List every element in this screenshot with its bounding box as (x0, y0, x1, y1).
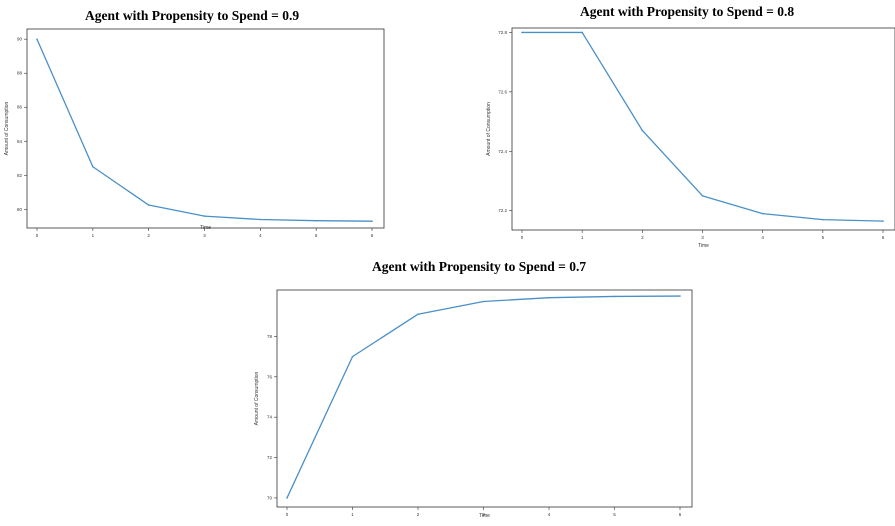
data-point (521, 31, 523, 34)
plot-frame (26, 28, 385, 229)
x-tick-label: 0 (36, 233, 39, 238)
y-tick-label: 72.2 (498, 208, 507, 213)
data-point (482, 300, 485, 303)
y-tick-label: 76 (267, 374, 273, 379)
data-point (36, 38, 38, 41)
y-tick-label: 72.4 (498, 149, 507, 154)
chart-svg: 0 1 2 3 4 5 6 80 82 84 86 88 90 Time Amount of Consump… (4, 28, 385, 238)
plot-frame (276, 289, 693, 508)
data-point (351, 355, 354, 358)
data-point (259, 218, 262, 221)
chart-title-1: Agent with Propensity to Spend = 0.9 (85, 8, 300, 23)
y-tick-label: 90 (17, 37, 23, 42)
data-point (147, 204, 150, 206)
x-tick-label: 1 (92, 233, 95, 238)
data-point (822, 218, 824, 221)
series-line (522, 31, 884, 222)
x-tick-label: 2 (147, 233, 150, 238)
data-point (613, 295, 616, 298)
x-tick-label: 1 (581, 235, 584, 240)
y-axis-label: Amount of Consumption (4, 101, 10, 155)
y-axis-label: Amount of Consumption (486, 102, 492, 156)
series-line (36, 38, 373, 222)
data-point (92, 165, 94, 168)
data-point (641, 129, 644, 132)
data-point (679, 295, 681, 297)
x-tick-label: 5 (822, 235, 825, 240)
y-tick-label: 78 (267, 334, 273, 339)
x-tick-label: 5 (315, 233, 318, 238)
x-tick-label: 4 (548, 512, 551, 517)
y-tick-label: 70 (267, 495, 273, 500)
x-tick-label: 3 (203, 233, 206, 238)
plot-frame (511, 27, 895, 231)
x-tick-label: 3 (482, 512, 485, 517)
data-point (417, 313, 419, 316)
data-point (286, 497, 288, 499)
data-point (761, 212, 764, 215)
chart-panel-2: 0 1 2 3 4 5 6 72.2 72.4 72.6 72.8 Time Amount of Con… (478, 25, 895, 256)
chart-title-3: Agent with Propensity to Spend = 0.7 (372, 259, 587, 274)
chart-svg: 0 1 2 3 4 5 6 72.2 72.4 72.6 72.8 Time Amount of Con… (486, 27, 895, 249)
data-point (203, 215, 206, 217)
x-axis-label: Time (698, 243, 709, 249)
data-point (701, 195, 704, 197)
x-tick-label: 0 (521, 235, 524, 240)
x-tick-label: 4 (761, 235, 764, 240)
y-tick-label: 72.8 (498, 30, 507, 35)
x-tick-label: 2 (417, 512, 420, 517)
chart-panel-1: 0 1 2 3 4 5 6 80 82 84 86 88 90 Time Amount of Consump… (0, 26, 400, 252)
y-tick-label: 86 (17, 105, 23, 110)
x-tick-label: 6 (679, 512, 682, 517)
y-axis-label: Amount of Consumption (254, 371, 260, 425)
x-tick-label: 0 (286, 512, 289, 517)
data-point (315, 219, 317, 222)
x-tick-label: 4 (259, 233, 262, 238)
x-tick-label: 1 (351, 512, 354, 517)
x-axis-label: Time (200, 225, 211, 231)
y-tick-label: 72.6 (498, 89, 507, 94)
chart-svg: 0 1 2 3 4 5 6 70 72 74 76 78 Time Amount of Consumpti… (254, 289, 693, 519)
y-tick-label: 84 (17, 139, 23, 144)
data-point (882, 220, 884, 222)
data-point (581, 31, 583, 34)
series-line (286, 295, 681, 499)
chart-title-2: Agent with Propensity to Spend = 0.8 (580, 4, 795, 19)
data-point (371, 220, 373, 222)
x-tick-label: 6 (882, 235, 885, 240)
x-tick-label: 3 (701, 235, 704, 240)
y-tick-label: 74 (267, 415, 273, 420)
chart-panel-3: 0 1 2 3 4 5 6 70 72 74 76 78 Time Amount of Consumpti… (246, 285, 696, 526)
y-tick-label: 72 (267, 455, 273, 460)
x-tick-label: 5 (613, 512, 616, 517)
y-tick-label: 88 (17, 71, 23, 76)
x-tick-label: 2 (641, 235, 644, 240)
y-tick-label: 82 (17, 173, 23, 178)
x-tick-label: 6 (371, 233, 374, 238)
y-tick-label: 80 (17, 207, 23, 212)
data-point (548, 296, 550, 299)
x-axis-label: Time (479, 513, 490, 519)
